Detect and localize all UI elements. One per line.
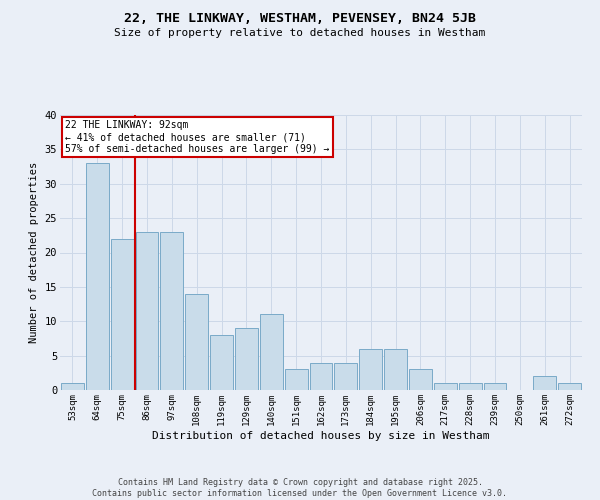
Bar [210, 335, 233, 390]
Bar [558, 383, 581, 390]
Bar [484, 383, 506, 390]
Bar [384, 349, 407, 390]
Bar [136, 232, 158, 390]
Bar [160, 232, 183, 390]
Y-axis label: Number of detached properties: Number of detached properties [29, 162, 39, 343]
Bar [334, 362, 357, 390]
Bar [434, 383, 457, 390]
Bar [310, 362, 332, 390]
Text: Contains HM Land Registry data © Crown copyright and database right 2025.
Contai: Contains HM Land Registry data © Crown c… [92, 478, 508, 498]
Bar [185, 294, 208, 390]
Bar [61, 383, 84, 390]
Text: 22 THE LINKWAY: 92sqm
← 41% of detached houses are smaller (71)
57% of semi-deta: 22 THE LINKWAY: 92sqm ← 41% of detached … [65, 120, 329, 154]
Bar [235, 328, 258, 390]
Bar [86, 163, 109, 390]
Bar [459, 383, 482, 390]
Bar [409, 370, 432, 390]
Bar [260, 314, 283, 390]
Bar [111, 239, 134, 390]
Text: 22, THE LINKWAY, WESTHAM, PEVENSEY, BN24 5JB: 22, THE LINKWAY, WESTHAM, PEVENSEY, BN24… [124, 12, 476, 26]
Bar [285, 370, 308, 390]
Bar [359, 349, 382, 390]
Bar [533, 376, 556, 390]
Text: Size of property relative to detached houses in Westham: Size of property relative to detached ho… [115, 28, 485, 38]
X-axis label: Distribution of detached houses by size in Westham: Distribution of detached houses by size … [152, 430, 490, 440]
